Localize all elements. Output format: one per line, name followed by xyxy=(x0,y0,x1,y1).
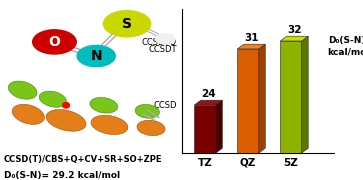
Text: O: O xyxy=(49,35,60,49)
Text: D₀(S-N),
kcal/mol: D₀(S-N), kcal/mol xyxy=(327,36,363,57)
Polygon shape xyxy=(237,49,259,153)
Polygon shape xyxy=(302,36,308,153)
Circle shape xyxy=(103,11,151,37)
Circle shape xyxy=(77,45,115,67)
Polygon shape xyxy=(280,36,308,41)
Text: 32: 32 xyxy=(287,25,302,35)
Ellipse shape xyxy=(135,104,159,118)
Ellipse shape xyxy=(12,104,44,124)
Circle shape xyxy=(155,33,175,44)
Ellipse shape xyxy=(46,110,86,131)
Polygon shape xyxy=(194,100,222,105)
Text: D₀(S-N)= 29.2 kcal/mol: D₀(S-N)= 29.2 kcal/mol xyxy=(4,171,120,180)
Ellipse shape xyxy=(91,115,128,134)
Text: S: S xyxy=(122,17,132,31)
Text: N: N xyxy=(90,49,102,63)
Text: 31: 31 xyxy=(244,33,258,43)
Polygon shape xyxy=(280,41,302,153)
Polygon shape xyxy=(194,105,216,153)
Polygon shape xyxy=(259,44,265,153)
Ellipse shape xyxy=(39,91,66,107)
Circle shape xyxy=(63,103,69,108)
Ellipse shape xyxy=(8,81,37,99)
Polygon shape xyxy=(216,100,222,153)
Text: 24: 24 xyxy=(201,89,216,99)
Ellipse shape xyxy=(90,97,118,113)
Circle shape xyxy=(33,30,76,54)
Polygon shape xyxy=(237,44,265,49)
Text: CCSD(T)/CBS+Q+CV+SR+SO+ZPE: CCSD(T)/CBS+Q+CV+SR+SO+ZPE xyxy=(4,155,162,164)
Ellipse shape xyxy=(137,120,165,136)
